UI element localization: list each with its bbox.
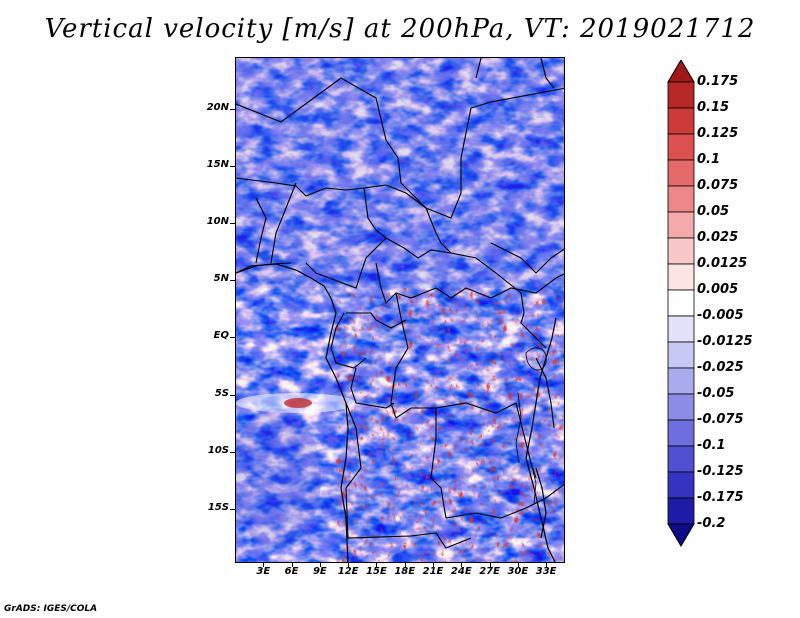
lon-tick-mark [376,563,377,567]
colorbar-segment [667,133,695,161]
lon-tick-label: 3E [256,566,271,577]
lon-tick-mark [433,563,434,567]
chart-title: Vertical velocity [m/s] at 200hPa, VT: 2… [44,14,756,44]
colorbar-label: 0.025 [697,230,739,245]
lat-tick-label: 10N [206,215,229,227]
lat-tick-label: 5N [213,273,229,285]
colorbar-label: 0.125 [697,126,739,141]
lon-tick-mark [518,563,519,567]
colorbar-label: 0.1 [697,152,721,167]
lon-tick-label: 9E [312,566,327,577]
map-plot-area [235,57,565,563]
field-updraft-speckle [336,288,564,562]
lat-tick-label: 15N [206,158,229,170]
lon-tick-label: 6E [284,566,299,577]
lon-tick-mark [348,563,349,567]
colorbar-segment [667,419,695,447]
colorbar-segment [667,107,695,135]
lon-tick-label: 21E [422,566,444,577]
lat-tick-label: 10S [207,444,229,456]
colorbar-label: -0.005 [697,308,744,323]
lon-tick-mark [292,563,293,567]
lon-tick-label: 18E [394,566,416,577]
lakes [515,347,547,504]
colorbar-label: -0.0125 [697,334,753,349]
colorbar-segment [667,237,695,265]
lat-tick-mark [230,509,235,510]
colorbar-segment [667,185,695,213]
lon-tick-label: 15E [366,566,387,577]
colorbar-segment [667,159,695,187]
colorbar-label: -0.075 [697,412,744,427]
lon-tick-label: 33E [535,566,557,577]
colorbar-segment [667,393,695,421]
lat-tick-mark [230,109,235,110]
lat-tick-mark [230,223,235,224]
lat-tick-label: EQ [213,330,229,342]
colorbar-segment [667,81,695,109]
country-borders [236,58,564,549]
lat-tick-mark [230,395,235,396]
lat-tick-label: 15S [207,502,229,514]
map-field-svg [236,58,564,562]
colorbar-segment [667,471,695,499]
colorbar-label: -0.175 [697,490,744,505]
lon-tick-mark [490,563,491,567]
colorbar-segment [667,341,695,369]
lon-tick-mark [405,563,406,567]
lon-tick-label: 27E [479,566,500,577]
colorbar-top-arrow [667,60,695,83]
colorbar-label: 0.005 [697,282,739,297]
lon-tick-mark [320,563,321,567]
lat-tick-label: 5S [214,387,229,399]
colorbar-label: 0.075 [697,178,739,193]
field-southwest-tint [236,408,321,548]
field-updraft-core [284,398,312,408]
colorbar-bottom-arrow [667,523,695,547]
lon-tick-mark [263,563,264,567]
colorbar-segment [667,367,695,395]
lat-tick-mark [230,452,235,453]
colorbar-label: 0.0125 [697,256,748,271]
lon-tick-label: 30E [507,566,529,577]
lat-tick-label: 20N [206,101,229,113]
lat-tick-mark [230,337,235,338]
colorbar-label: -0.05 [697,386,735,401]
colorbar-segment [667,497,695,525]
lon-tick-mark [546,563,547,567]
footer-credit: GrADS: IGES/COLA [4,604,98,614]
colorbar-segment [667,289,695,317]
field-north-tint [236,58,564,288]
colorbar-label: 0.15 [697,100,730,115]
lon-tick-label: 12E [337,566,359,577]
lon-tick-mark [461,563,462,567]
colorbar-label: 0.05 [697,204,730,219]
colorbar-segment [667,445,695,473]
colorbar-segment [667,315,695,343]
colorbar [667,60,695,547]
colorbar-label: -0.1 [697,438,726,453]
lon-tick-label: 24E [450,566,472,577]
lat-tick-mark [230,166,235,167]
colorbar-label: -0.025 [697,360,744,375]
colorbar-label: 0.175 [697,74,739,89]
coastline [236,58,557,562]
colorbar-segment [667,263,695,291]
colorbar-label: -0.125 [697,464,744,479]
colorbar-segment [667,211,695,239]
lat-tick-mark [230,280,235,281]
colorbar-label: -0.2 [697,516,726,531]
